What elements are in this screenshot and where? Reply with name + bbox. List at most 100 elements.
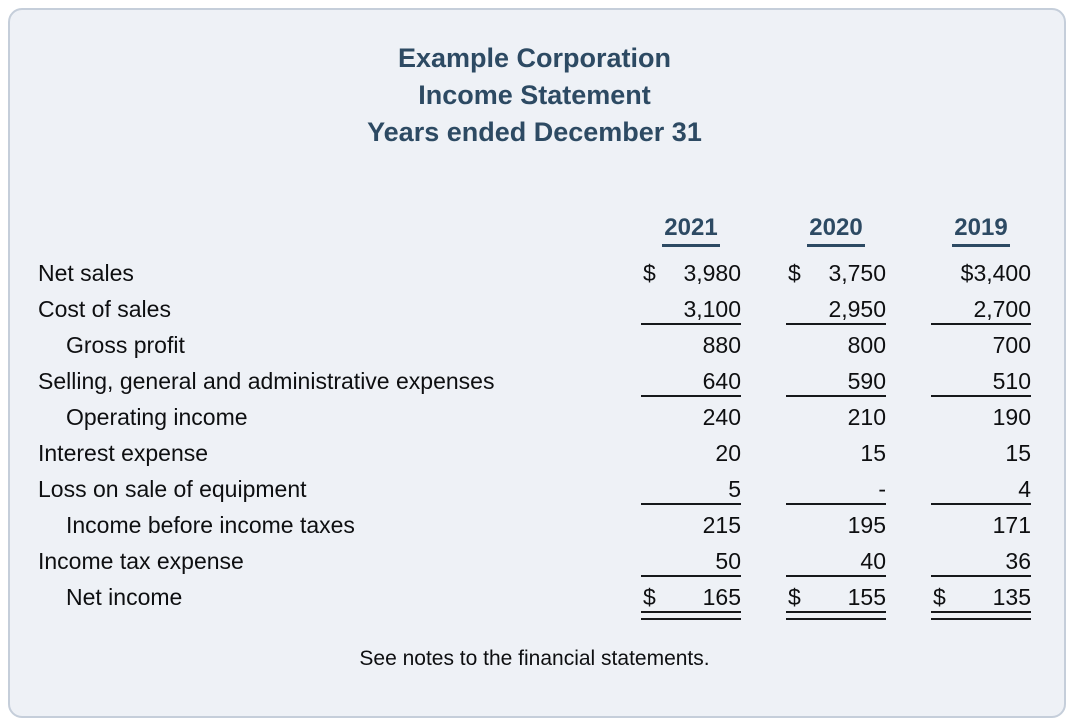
year-header-2020: 2020 [786, 214, 886, 247]
dollar-sign: $ [643, 583, 656, 610]
amount-cell: 190 [931, 399, 1031, 435]
row-label: Income before income taxes [66, 511, 355, 538]
year-header-2019: 2019 [931, 214, 1031, 247]
amount-cell: 50 [641, 543, 741, 579]
amount-value: 240 [702, 403, 741, 430]
table-row: Interest expense 20 15 15 [38, 435, 1031, 471]
amount-cell: $ 135 [931, 579, 1031, 620]
amount-cell: 40 [786, 543, 886, 579]
year-header-row: 2021 2020 2019 [38, 213, 1031, 247]
amount-value: 50 [715, 547, 741, 574]
amount-cell: 640 [641, 363, 741, 399]
amount-cell: 20 [641, 435, 741, 471]
table-row: Net income $ 165 $ 155 $ 135 [38, 579, 1031, 620]
amount-cell: 215 [641, 507, 741, 543]
row-label: Gross profit [66, 331, 185, 358]
table-row: Operating income 240 210 190 [38, 399, 1031, 435]
row-label: Net sales [38, 259, 134, 286]
year-label: 2020 [807, 214, 865, 247]
table-row: Net sales $ 3,980 $ 3,750 $ 3,400 [38, 255, 1031, 291]
amount-cell: 15 [786, 435, 886, 471]
statement-type: Income Statement [418, 80, 651, 110]
amount-value: 15 [860, 439, 886, 466]
amount-cell: 3,100 [641, 291, 741, 327]
table-row: Income before income taxes 215 195 171 [38, 507, 1031, 543]
row-label: Cost of sales [38, 295, 171, 322]
year-header-2021: 2021 [641, 214, 741, 247]
statement-rows: Net sales $ 3,980 $ 3,750 $ 3,400 Cost o… [38, 255, 1031, 620]
amount-cell: 171 [931, 507, 1031, 543]
amount-value: 3,100 [683, 295, 741, 322]
table-row: Cost of sales 3,100 2,950 2,700 [38, 291, 1031, 327]
amount-cell: 240 [641, 399, 741, 435]
amount-cell: 510 [931, 363, 1031, 399]
amount-cell: 2,950 [786, 291, 886, 327]
amount-value: 3,400 [973, 259, 1031, 286]
amount-cell: 210 [786, 399, 886, 435]
amount-cell: 880 [641, 327, 741, 363]
amount-value: 2,950 [828, 295, 886, 322]
amount-value: 4 [1018, 475, 1031, 502]
amount-cell: 2,700 [931, 291, 1031, 327]
amount-cell: 15 [931, 435, 1031, 471]
amount-cell: $ 165 [641, 579, 741, 620]
amount-value: 510 [992, 367, 1031, 394]
amount-cell: $ 3,750 [786, 255, 886, 291]
amount-value: 3,750 [828, 259, 886, 286]
amount-value: 171 [992, 511, 1031, 538]
amount-cell: - [786, 471, 886, 507]
row-label: Operating income [66, 403, 248, 430]
amount-value: 700 [992, 331, 1031, 358]
table-row: Loss on sale of equipment 5 - 4 [38, 471, 1031, 507]
footnote: See notes to the financial statements. [359, 647, 710, 670]
amount-value: 195 [847, 511, 886, 538]
amount-cell: 36 [931, 543, 1031, 579]
row-label: Selling, general and administrative expe… [38, 367, 495, 394]
amount-value: 5 [728, 475, 741, 502]
amount-value: 590 [847, 367, 886, 394]
period-caption: Years ended December 31 [367, 117, 702, 147]
amount-cell: 195 [786, 507, 886, 543]
amount-value: 135 [992, 583, 1031, 610]
year-label: 2021 [662, 214, 720, 247]
amount-value: 210 [847, 403, 886, 430]
amount-cell: $ 3,400 [931, 255, 1031, 291]
amount-value: 15 [1005, 439, 1031, 466]
amount-cell: 4 [931, 471, 1031, 507]
income-statement-card: Example Corporation Income Statement Yea… [8, 8, 1066, 718]
statement-table: 2021 2020 2019 Net sales $ 3,980 $ 3,750… [38, 213, 1031, 620]
row-label: Loss on sale of equipment [38, 475, 307, 502]
amount-cell: $ 3,980 [641, 255, 741, 291]
amount-value: 880 [702, 331, 741, 358]
amount-cell: 590 [786, 363, 886, 399]
statement-title: Example Corporation Income Statement Yea… [38, 40, 1031, 151]
amount-value: 36 [1005, 547, 1031, 574]
dollar-sign: $ [933, 583, 946, 610]
amount-value: 20 [715, 439, 741, 466]
row-label: Income tax expense [38, 547, 244, 574]
amount-value: 640 [702, 367, 741, 394]
table-row: Income tax expense 50 40 36 [38, 543, 1031, 579]
amount-cell: 800 [786, 327, 886, 363]
dollar-sign: $ [643, 259, 656, 286]
amount-value: 165 [702, 583, 741, 610]
dollar-sign: $ [960, 259, 974, 286]
dollar-sign: $ [788, 583, 801, 610]
row-label: Net income [66, 583, 183, 610]
amount-value: 3,980 [683, 259, 741, 286]
amount-value: 2,700 [973, 295, 1031, 322]
table-row: Selling, general and administrative expe… [38, 363, 1031, 399]
row-label: Interest expense [38, 439, 209, 466]
amount-value: 800 [847, 331, 886, 358]
amount-value: 155 [847, 583, 886, 610]
amount-cell: 5 [641, 471, 741, 507]
amount-value: 190 [992, 403, 1031, 430]
year-label: 2019 [952, 214, 1010, 247]
amount-value: 215 [702, 511, 741, 538]
amount-cell: 700 [931, 327, 1031, 363]
company-name: Example Corporation [397, 43, 672, 73]
table-row: Gross profit 880 800 700 [38, 327, 1031, 363]
dollar-sign: $ [788, 259, 801, 286]
amount-value: - [878, 475, 886, 502]
amount-value: 40 [860, 547, 886, 574]
